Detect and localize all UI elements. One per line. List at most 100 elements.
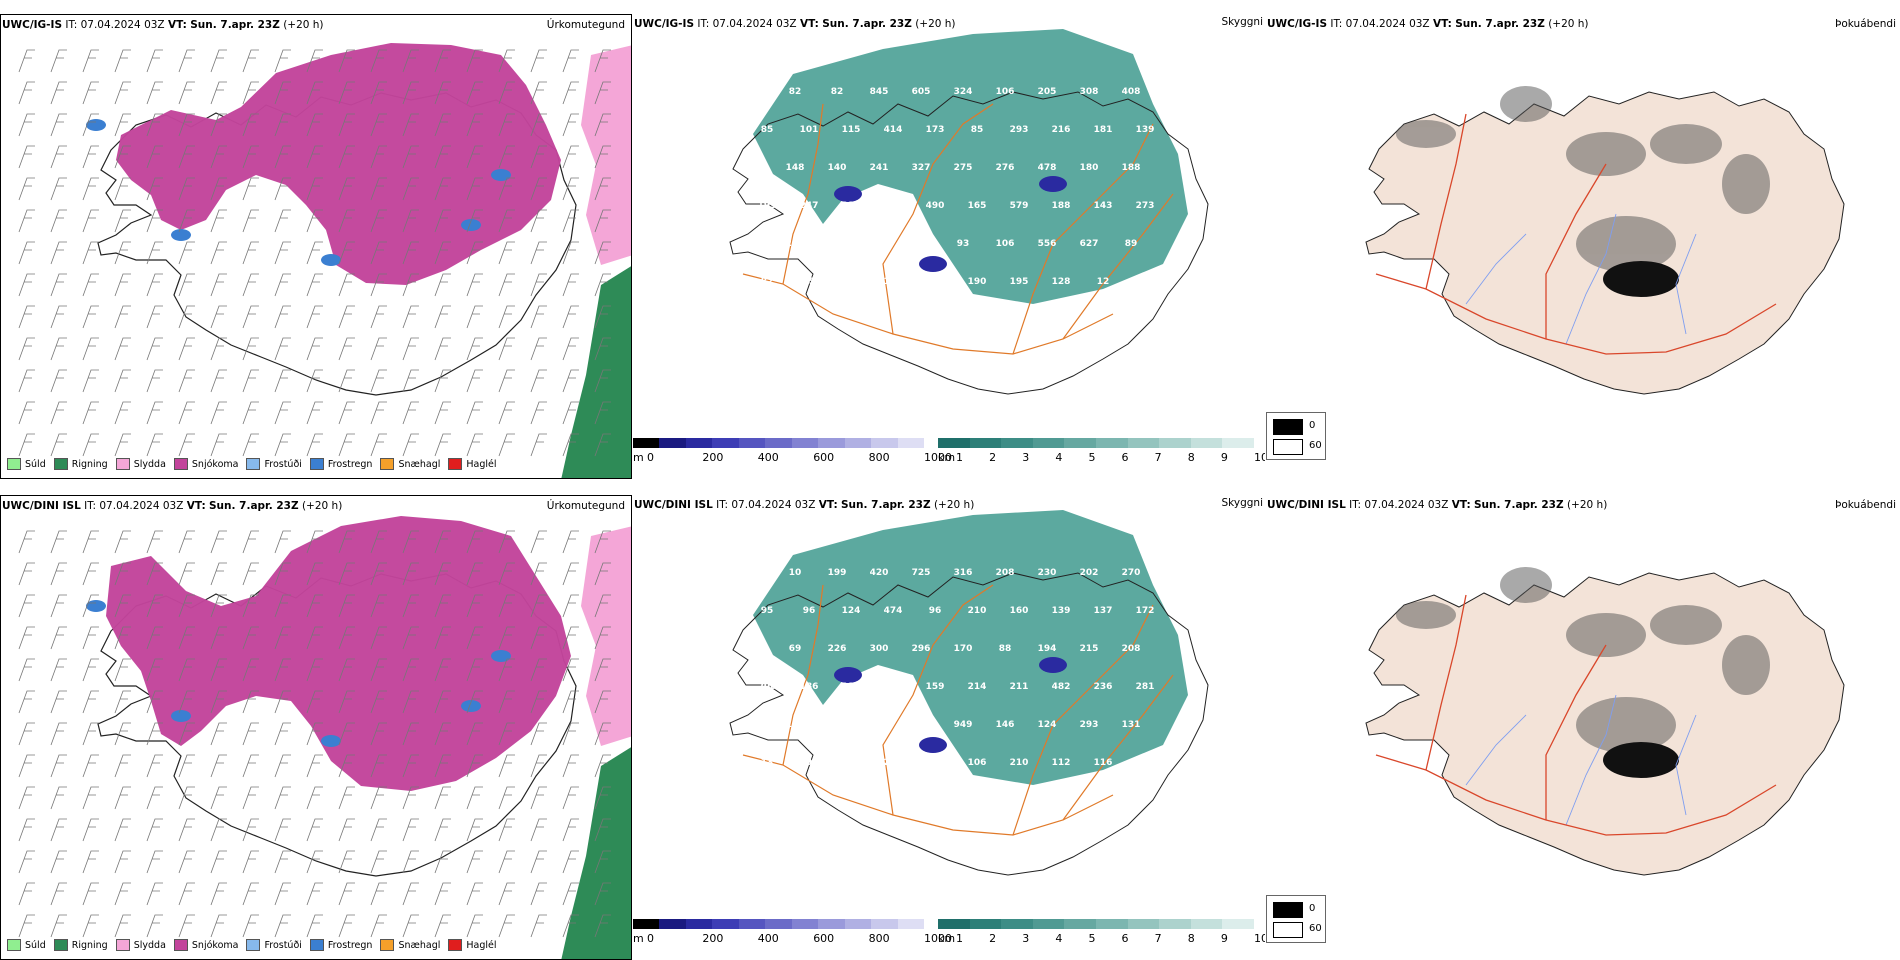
wind-barb	[18, 81, 35, 105]
precip-legend-item: Súld	[7, 939, 46, 951]
precip-legend-swatch	[7, 939, 21, 951]
visibility-value-label: 185	[744, 568, 763, 578]
wind-barb	[562, 786, 579, 810]
wind-barb	[466, 850, 483, 874]
colorbar-segment	[969, 438, 1003, 448]
fog-shading	[1396, 86, 1770, 272]
wind-barb	[18, 786, 35, 810]
colorbar-tick-label: 4	[1055, 451, 1063, 464]
wind-barb	[402, 594, 419, 618]
wind-barb	[210, 882, 227, 906]
fog-shade	[1566, 613, 1646, 657]
precip-legend-swatch	[115, 458, 130, 470]
fog-legend-white-swatch	[1273, 439, 1303, 455]
wind-barb	[274, 914, 291, 938]
wind-barb	[498, 562, 515, 586]
visibility-value-label: 215	[926, 758, 945, 768]
wind-barb	[562, 49, 579, 73]
visibility-value-label: 124	[1038, 720, 1057, 730]
wind-barb	[434, 81, 451, 105]
wind-barb	[530, 273, 547, 297]
wind-barb	[18, 722, 35, 746]
wind-barb	[530, 81, 547, 105]
wind-barb	[114, 177, 131, 201]
wind-barb	[498, 754, 515, 778]
visibility-value-label: 230	[1038, 568, 1057, 578]
colorbar-segment	[1001, 919, 1034, 929]
wind-barb	[594, 81, 611, 105]
wind-barb	[434, 113, 451, 137]
visibility-value-label: 195	[758, 201, 777, 211]
precip-legend-label: Frostregn	[327, 939, 373, 951]
wind-barb	[306, 305, 323, 329]
visibility-field	[753, 29, 1188, 304]
wind-barb	[562, 690, 579, 714]
visibility-value-label: 148	[786, 163, 805, 173]
wind-barb	[210, 914, 227, 938]
visibility-map: 103 82 82 845 605 324 106 205 308 408 85 101 115 414 1…	[729, 29, 1209, 395]
panel-header: UWC/DINI ISL IT: 07.04.2024 03Z VT: Sun.…	[1267, 499, 1608, 511]
wind-barb	[82, 882, 99, 906]
colorbar-segment	[765, 438, 793, 448]
visibility-colorbar-m: m 0 200 400 600 800 1000	[633, 438, 952, 466]
colorbar-tick-label: 600	[813, 451, 835, 464]
wind-barb	[274, 241, 291, 265]
wind-barb	[594, 113, 611, 137]
river-line	[1465, 233, 1527, 305]
wind-barb	[178, 754, 195, 778]
wind-barb	[434, 305, 451, 329]
wind-barb	[114, 433, 131, 457]
wind-barb	[82, 113, 99, 137]
wind-barb	[562, 818, 579, 842]
visibility-value-label: 478	[1038, 163, 1057, 173]
wind-barb	[82, 658, 99, 682]
wind-barb	[146, 594, 163, 618]
wind-barb	[434, 177, 451, 201]
colorbar-segment	[938, 919, 971, 929]
wind-barb	[82, 49, 99, 73]
wind-barb	[402, 241, 419, 265]
wind-barb	[274, 273, 291, 297]
wind-barb	[210, 113, 227, 137]
wind-barb	[402, 337, 419, 361]
wind-barb	[466, 786, 483, 810]
wind-barb	[18, 850, 35, 874]
wind-barb	[82, 722, 99, 746]
precip-legend-label: Snæhagl	[398, 939, 441, 951]
visibility-value-label: 275	[954, 163, 973, 173]
visibility-value-label: 210	[968, 606, 987, 616]
visibility-value-label: 482	[1052, 682, 1071, 692]
visibility-value-label: 137	[1094, 606, 1113, 616]
visibility-value-label: 159	[842, 758, 861, 768]
frost-rain-patch	[86, 119, 106, 131]
wind-barb	[178, 273, 195, 297]
visibility-value-label: 216	[1052, 125, 1071, 135]
visibility-value-label: 10	[789, 568, 802, 578]
wind-barb	[178, 818, 195, 842]
wind-barb	[242, 818, 259, 842]
wind-barbs	[18, 530, 611, 938]
visibility-value-label: 167	[870, 239, 889, 249]
wind-barb	[274, 562, 291, 586]
wind-barb	[530, 786, 547, 810]
wind-barb	[434, 562, 451, 586]
wind-barb	[562, 145, 579, 169]
colorbar-tick-label: 9	[1220, 451, 1228, 464]
wind-barb	[594, 337, 611, 361]
river-network	[1465, 694, 1697, 826]
wind-barb	[434, 786, 451, 810]
fog-legend-white-label: 60	[1309, 923, 1322, 934]
wind-barb	[178, 337, 195, 361]
wind-barb	[594, 690, 611, 714]
wind-barb	[178, 49, 195, 73]
wind-barb	[434, 882, 451, 906]
wind-barb	[274, 209, 291, 233]
fog-legend-white-swatch	[1273, 922, 1303, 938]
precip-legend-swatch	[448, 458, 463, 470]
wind-barb	[178, 626, 195, 650]
visibility-value-label: 199	[828, 568, 847, 578]
precip-legend-item: Frostúði	[246, 458, 302, 470]
wind-barb	[402, 530, 419, 554]
visibility-value-label: 106	[996, 87, 1015, 97]
wind-barb	[242, 914, 259, 938]
